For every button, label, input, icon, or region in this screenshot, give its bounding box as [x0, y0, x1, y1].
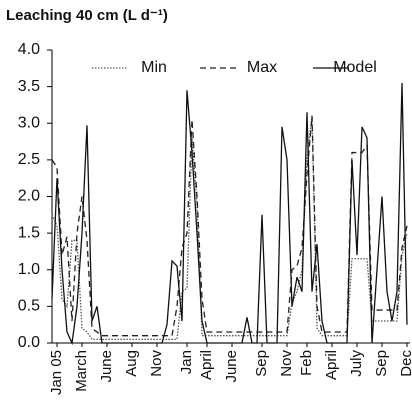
legend-label: Model [333, 59, 377, 76]
y-tick-label: 2.5 [18, 151, 40, 168]
x-tick-label: July [348, 350, 365, 377]
y-tick-label: 4.0 [18, 41, 40, 58]
x-tick-label: Nov [148, 350, 165, 377]
y-tick-label: 3.5 [18, 78, 40, 95]
x-tick-label: June [223, 350, 240, 383]
x-tick-label: April [198, 350, 215, 380]
series-line [51, 82, 408, 346]
y-tick-label: 2.0 [18, 188, 40, 205]
legend-label: Min [141, 59, 167, 76]
y-tick-label: 1.0 [18, 261, 40, 278]
x-tick-label: Jan [178, 350, 195, 374]
y-tick-label: 3.0 [18, 114, 40, 131]
x-tick-label: Feb [298, 350, 315, 376]
x-tick-label: Sep [373, 350, 390, 377]
series-line [51, 115, 408, 340]
x-tick-label: Jan 05 [48, 350, 65, 395]
x-tick-label: Nov [278, 350, 295, 377]
x-tick-label: Aug [123, 350, 140, 377]
x-tick-label: Dec [398, 350, 412, 377]
y-tick-label: 0.5 [18, 298, 40, 315]
x-tick-label: Sep [253, 350, 270, 377]
y-tick-label: 0.0 [18, 334, 40, 351]
x-tick-label: March [73, 350, 90, 392]
x-tick-label: April [323, 350, 340, 380]
x-tick-label: June [98, 350, 115, 383]
series-line [51, 115, 408, 337]
legend-label: Max [247, 59, 277, 76]
y-tick-label: 1.5 [18, 224, 40, 241]
chart-title: Leaching 40 cm (L d⁻¹) [6, 7, 168, 24]
